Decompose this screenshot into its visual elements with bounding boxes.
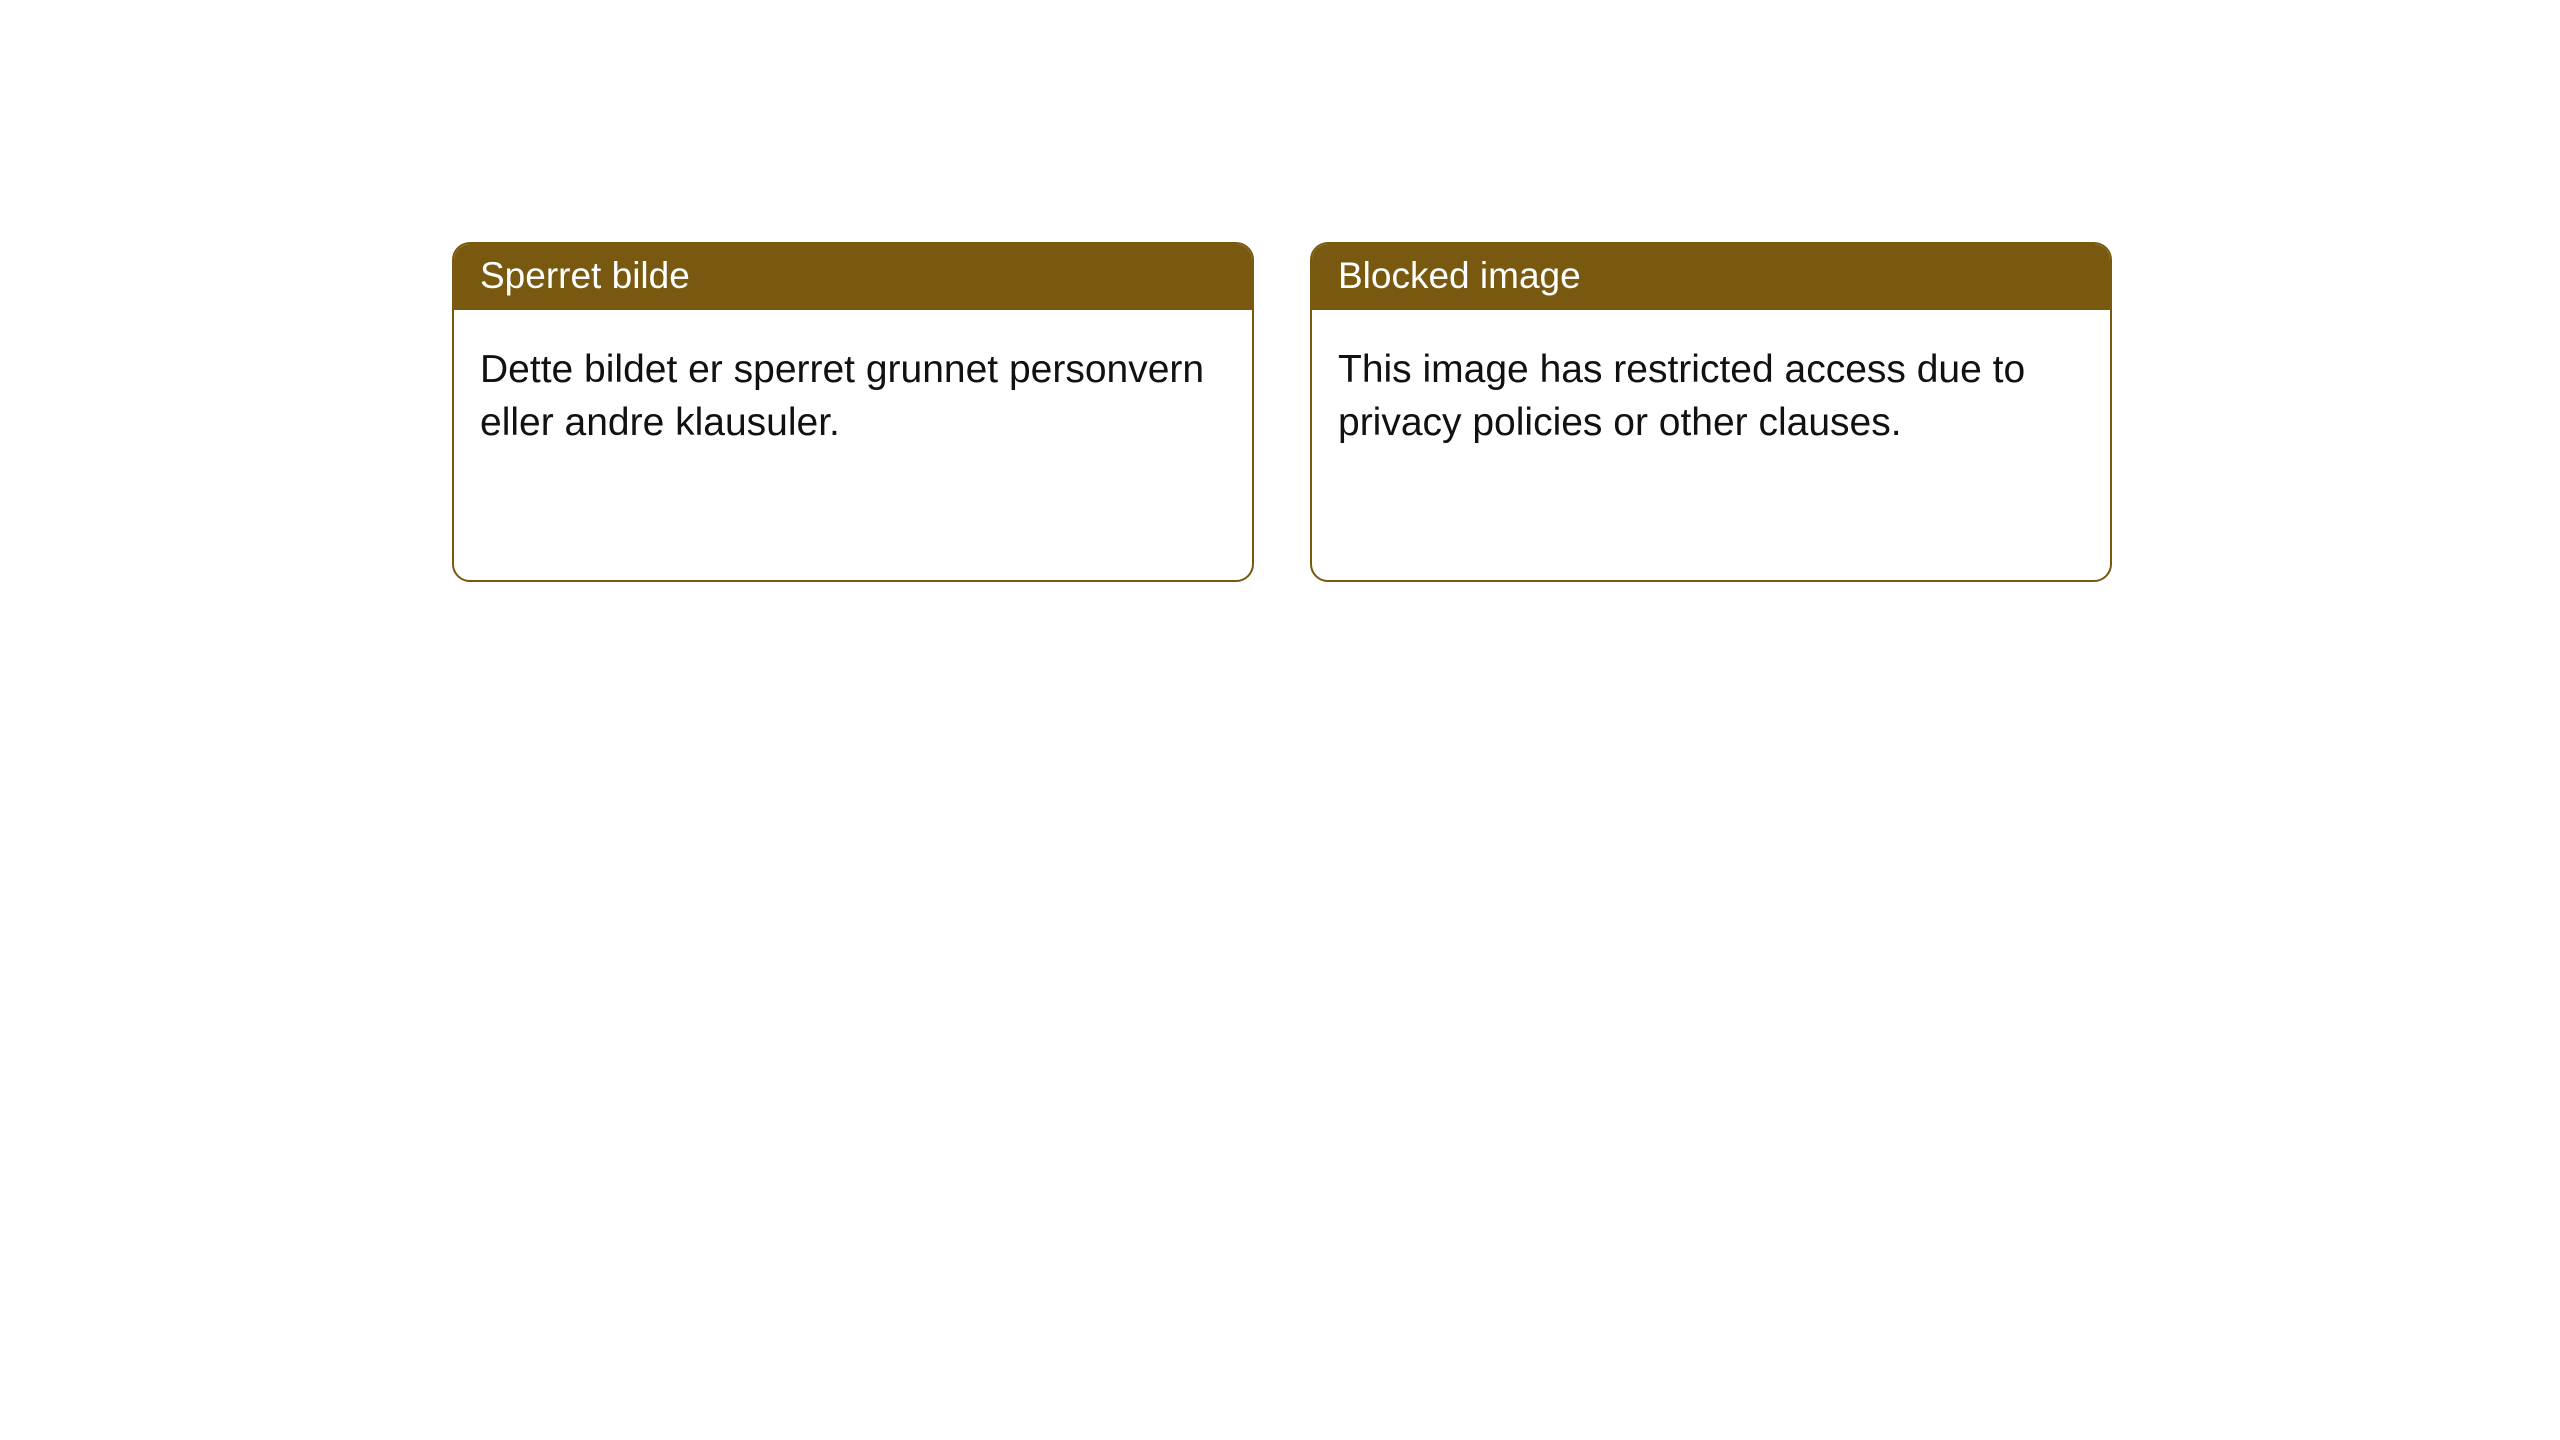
notice-card-header: Blocked image [1312,244,2110,310]
notice-card-body: This image has restricted access due to … [1312,310,2110,580]
notice-card-english: Blocked image This image has restricted … [1310,242,2112,582]
notice-card-header: Sperret bilde [454,244,1252,310]
notice-container: Sperret bilde Dette bildet er sperret gr… [0,0,2560,582]
notice-card-body: Dette bildet er sperret grunnet personve… [454,310,1252,580]
notice-message: This image has restricted access due to … [1338,348,2025,444]
notice-title: Blocked image [1338,255,1581,296]
notice-title: Sperret bilde [480,255,690,296]
notice-card-norwegian: Sperret bilde Dette bildet er sperret gr… [452,242,1254,582]
notice-message: Dette bildet er sperret grunnet personve… [480,348,1204,444]
